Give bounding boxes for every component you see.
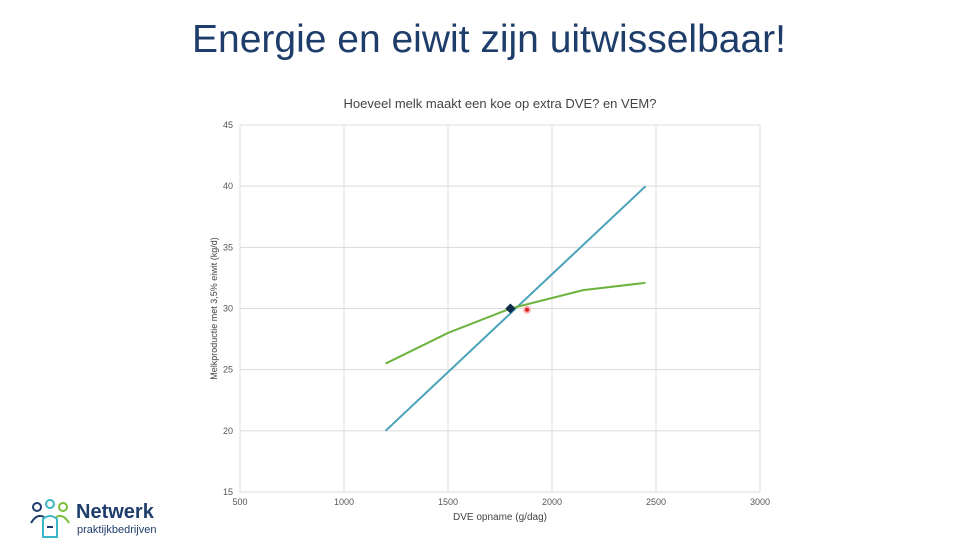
logo-subtitle: praktijkbedrijven	[77, 524, 157, 536]
x-axis-label: DVE opname (g/dag)	[453, 512, 547, 523]
y-tick-label: 20	[223, 426, 233, 436]
x-tick-label: 500	[232, 497, 247, 507]
y-tick-label: 35	[223, 242, 233, 252]
y-tick-label: 45	[223, 120, 233, 130]
series-line-1	[384, 185, 647, 432]
x-tick-label: 2000	[542, 497, 562, 507]
people-logo-icon	[30, 499, 70, 538]
x-tick-label: 1500	[438, 497, 458, 507]
x-tick-label: 3000	[750, 497, 770, 507]
y-tick-label: 25	[223, 365, 233, 375]
y-tick-label: 15	[223, 487, 233, 497]
logo-name: Netwerk	[76, 501, 154, 523]
cursor-marker	[525, 307, 530, 312]
series-line-2	[385, 281, 646, 365]
x-tick-label: 1000	[334, 497, 354, 507]
y-tick-label: 30	[223, 304, 233, 314]
x-tick-label: 2500	[646, 497, 666, 507]
intersection-marker	[505, 303, 516, 314]
chart-title: Hoeveel melk maakt een koe op extra DVE?…	[344, 96, 657, 111]
slide-title: Energie en eiwit zijn uitwisselbaar!	[192, 18, 786, 61]
netwerk-logo: Netwerk praktijkbedrijven	[28, 497, 188, 541]
y-tick-label: 40	[223, 181, 233, 191]
y-axis-label: Melkproductie met 3,5% eiwit (kg/d)	[209, 237, 219, 380]
